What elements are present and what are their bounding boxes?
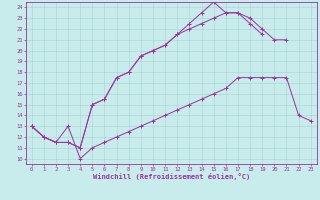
X-axis label: Windchill (Refroidissement éolien,°C): Windchill (Refroidissement éolien,°C): [92, 173, 250, 180]
